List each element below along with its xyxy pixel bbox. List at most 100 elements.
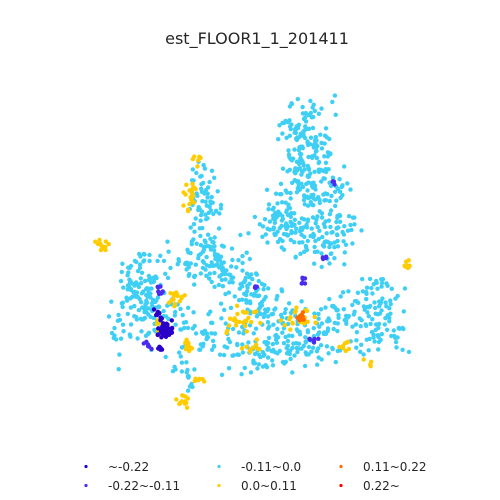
scatter-point [193,186,198,192]
scatter-point [305,203,311,208]
scatter-point [286,301,292,306]
scatter-point [308,110,313,116]
scatter-point [154,312,159,318]
scatter-point [366,314,371,319]
scatter-point [177,299,182,304]
scatter-point [265,326,271,331]
scatter-point [284,351,290,356]
scatter-point [143,287,149,292]
scatter-point [318,307,324,312]
scatter-point [279,287,284,292]
scatter-point [185,208,191,214]
scatter-point [182,399,188,404]
scatter-point [355,290,361,295]
scatter-point [335,186,341,192]
scatter-point [299,281,304,286]
scatter-point [336,312,341,318]
scatter-point [230,257,235,263]
scatter-point [134,290,140,295]
scatter-point [244,250,249,255]
scatter-point [234,265,239,270]
legend-item: ~-0.22 [84,460,149,474]
scatter-point [303,340,308,345]
scatter-point [287,206,293,211]
scatter-point [244,271,250,276]
scatter-point [200,225,205,231]
scatter-point [171,297,176,302]
scatter-point [126,270,131,275]
scatter-point [116,367,121,372]
scatter-point [305,328,310,333]
scatter-point [187,201,192,207]
scatter-point [285,233,291,238]
scatter-point [312,261,317,266]
scatter-point [327,296,332,302]
scatter-point [118,336,124,341]
scatter-point [223,271,228,277]
scatter-point [378,299,384,305]
scatter-point [251,360,256,365]
scatter-point [302,249,307,254]
scatter-point [209,260,214,265]
scatter-point [230,326,236,332]
legend-label: 0.0~0.11 [241,479,297,493]
scatter-point [230,275,236,280]
scatter-point [229,264,234,269]
scatter-point [256,278,261,284]
scatter-point [217,211,222,216]
scatter-point [191,222,197,227]
scatter-point [169,318,174,323]
scatter-point [319,146,325,151]
scatter-point [388,301,393,307]
scatter-point [216,282,222,288]
scatter-point [264,187,270,192]
scatter-point [314,138,319,143]
scatter-point [312,314,317,320]
scatter-point [209,194,214,200]
scatter-point [319,251,324,256]
scatter-point [141,341,146,346]
scatter-point [266,345,271,350]
legend-item: 0.11~0.22 [339,460,427,474]
scatter-point [166,249,171,254]
scatter-point [138,276,143,281]
scatter-point [318,132,323,137]
scatter-point [278,181,284,186]
scatter-point [247,256,252,262]
scatter-point [192,378,197,384]
scatter-point [248,309,253,314]
scatter-point [316,111,322,117]
scatter-point [299,299,304,304]
scatter-point [310,215,316,220]
scatter-point [219,316,224,321]
scatter-point [275,351,280,356]
scatter-point [293,309,298,314]
scatter-point [319,106,324,111]
scatter-point [290,180,295,185]
scatter-point [271,216,276,221]
scatter-point [325,191,330,197]
scatter-point [358,349,363,354]
scatter-point [220,284,226,289]
scatter-point [216,226,222,231]
scatter-point [304,308,310,314]
scatter-point [127,277,132,282]
scatter-point [185,396,190,401]
scatter-point [218,301,224,306]
scatter-point [136,307,142,313]
scatter-point [360,276,365,282]
scatter-point [256,293,262,298]
scatter-point [250,277,255,282]
scatter-point [254,314,260,319]
scatter-point [217,274,222,279]
scatter-point [196,378,201,383]
scatter-point [150,303,155,309]
scatter-point [308,200,313,205]
scatter-point [135,336,140,341]
scatter-point [316,346,321,351]
scatter-point [340,346,346,351]
scatter-point [288,156,293,162]
scatter-point [304,222,309,228]
scatter-point [305,238,310,244]
scatter-point [295,315,300,320]
